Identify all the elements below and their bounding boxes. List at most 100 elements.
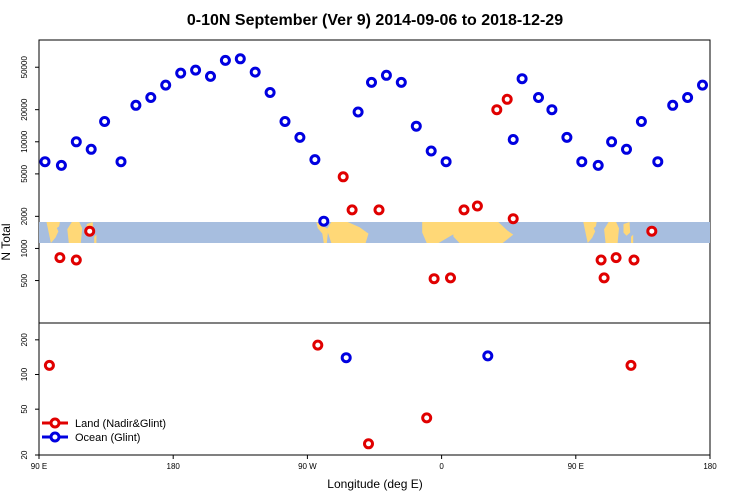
ocean-point (340, 352, 352, 364)
ocean-point (55, 159, 67, 171)
land-point (458, 204, 470, 216)
legend-label-1: Ocean (Glint) (75, 432, 140, 444)
land-point (43, 359, 55, 371)
y-tick-label-top: 50000 (20, 56, 29, 79)
x-axis: 90 E 180 90 W 0 90 E 180 (31, 455, 717, 471)
y-tick-label-top: 1000 (20, 239, 29, 257)
x-tick-label: 90 E (31, 462, 47, 471)
land-point (346, 204, 358, 216)
map-strip (39, 222, 710, 243)
y-tick-label-top: 2000 (20, 207, 29, 225)
ocean-point (145, 92, 157, 103)
map-land-borneo-repeat (604, 222, 619, 243)
land-point (595, 254, 607, 266)
ocean-point (309, 154, 321, 166)
land-point (70, 254, 82, 266)
y-tick-label-bottom: 20 (20, 450, 29, 459)
land-point (610, 252, 622, 264)
ocean-point (507, 134, 519, 145)
ocean-point (606, 136, 618, 148)
ocean-point (652, 156, 664, 168)
y-tick-label-top: 5000 (20, 164, 29, 182)
map-land-borneo (67, 222, 83, 243)
land-point (625, 359, 637, 371)
ocean-point (115, 156, 127, 168)
map-land-halmahera (94, 234, 97, 243)
ocean-point (576, 156, 588, 168)
ocean-point (249, 66, 261, 78)
y-tick-label-bottom: 50 (20, 404, 29, 413)
land-point (507, 213, 519, 225)
ocean-point (410, 120, 422, 132)
ocean-point (546, 104, 558, 116)
land-point (54, 252, 66, 264)
map-land-central-america (316, 222, 329, 243)
ocean-point (682, 92, 694, 103)
legend: Land (Nadir&Glint) Ocean (Glint) (42, 417, 166, 444)
ocean-point (380, 69, 392, 81)
chart-title: 0-10N September (Ver 9) 2014-09-06 to 20… (187, 12, 563, 29)
ocean-point (99, 116, 111, 127)
ocean-point (621, 143, 632, 155)
ocean-point (395, 76, 407, 88)
x-tick-label: 0 (439, 462, 444, 471)
land-point (598, 272, 610, 284)
land-point (84, 225, 96, 237)
land-point (445, 272, 456, 284)
bottom-panel: 20 50 100 200 (20, 322, 711, 459)
land-point (312, 339, 324, 351)
ocean-point (697, 79, 708, 91)
map-land-africa-main (452, 222, 514, 243)
land-point (491, 104, 503, 116)
land-point (501, 93, 513, 105)
ocean-point (234, 53, 246, 65)
ocean-point (352, 106, 364, 118)
ocean-point (561, 131, 573, 143)
ocean-point (294, 131, 306, 143)
map-land-halmahera-repeat (631, 234, 634, 243)
ocean-point (219, 54, 231, 66)
x-tick-label: 90 W (298, 462, 317, 471)
legend-marker-1 (49, 431, 61, 443)
ocean-point (635, 116, 647, 127)
ocean-point (440, 156, 452, 168)
y-tick-label-bottom: 100 (20, 367, 29, 381)
ocean-point (160, 79, 172, 91)
map-land-africa-west (422, 222, 457, 243)
y-axis-label: N Total (0, 223, 13, 260)
y-tick-label-top: 20000 (20, 98, 29, 121)
ocean-point (425, 145, 437, 157)
land-point (628, 254, 640, 266)
map-land-malay-peninsula (53, 222, 60, 230)
ocean-point (279, 116, 291, 127)
map-land-mindanao-repeat (623, 222, 631, 236)
ocean-point (85, 143, 97, 155)
ocean-point (667, 99, 679, 111)
ocean-point (318, 215, 330, 227)
data-points (39, 53, 708, 450)
land-point (337, 171, 349, 183)
ocean-point (130, 99, 142, 111)
land-point (471, 200, 483, 212)
ocean-point (190, 64, 202, 76)
ocean-point (39, 156, 51, 168)
legend-marker-0 (49, 417, 61, 429)
ocean-point (516, 73, 528, 85)
ocean-point (205, 70, 216, 82)
ocean-point (70, 136, 82, 148)
y-tick-label-top: 10000 (20, 130, 29, 153)
ocean-point (592, 159, 604, 171)
ocean-point (366, 76, 377, 88)
map-land-south-america (326, 222, 369, 243)
land-point (646, 225, 658, 237)
ocean-point (482, 350, 494, 362)
map-land-malay-repeat (590, 222, 597, 230)
y-tick-label-bottom: 200 (20, 333, 29, 347)
y-tick-label-top: 500 (20, 273, 29, 287)
land-point (363, 438, 374, 450)
land-point (421, 412, 433, 424)
land-point (428, 273, 440, 285)
x-tick-label: 180 (703, 462, 717, 471)
x-axis-label: Longitude (deg E) (327, 477, 422, 491)
